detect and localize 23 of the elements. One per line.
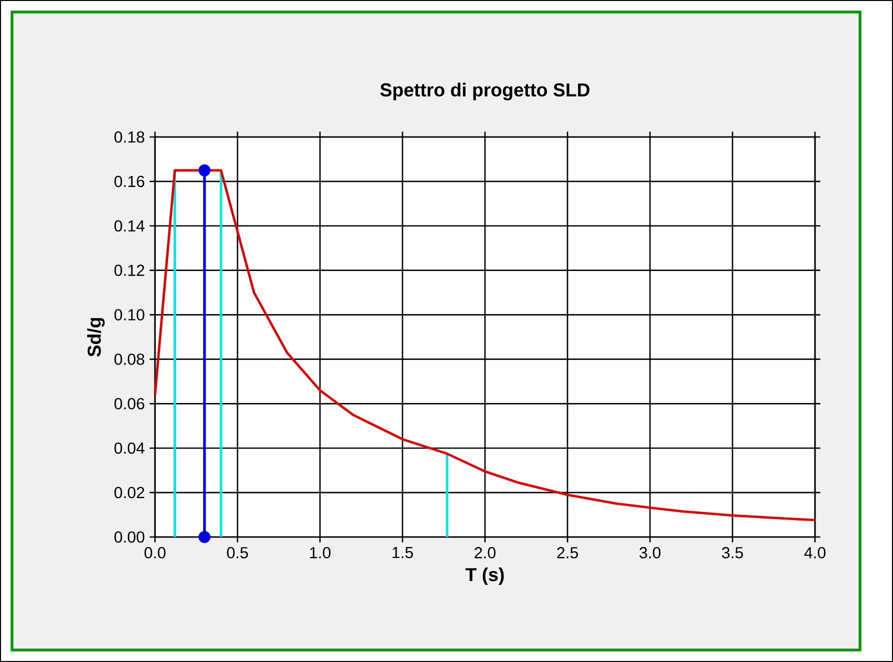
y-tick-label: 0.18 <box>114 131 144 143</box>
x-axis-title: T (s) <box>466 568 504 585</box>
x-tick-label: 0.0 <box>144 547 166 558</box>
y-tick-label: 0.00 <box>114 531 144 543</box>
y-tick-label: 0.10 <box>114 309 144 320</box>
x-tick-label: 2.0 <box>474 547 496 558</box>
chart-title: Spettro di progetto SLD <box>380 82 590 100</box>
x-tick-label: 1.0 <box>310 547 331 558</box>
x-tick-label: 0.5 <box>227 547 248 558</box>
x-tick-label: 3.5 <box>722 547 743 558</box>
y-tick-label: 0.02 <box>114 486 144 498</box>
y-tick-label: 0.14 <box>114 220 144 232</box>
y-tick-label: 0.06 <box>114 398 144 410</box>
x-tick-label: 4.0 <box>804 547 826 558</box>
x-tick-label: 3.0 <box>639 547 660 558</box>
x-tick-label: 1.5 <box>392 547 413 558</box>
y-tick-label: 0.12 <box>114 264 144 276</box>
x-tick-label: 2.5 <box>557 547 578 558</box>
y-axis-title: Sd/g <box>87 318 105 357</box>
line-series <box>154 169 816 522</box>
y-tick-label: 0.04 <box>114 442 144 454</box>
y-tick-label: 0.08 <box>114 354 144 365</box>
y-tick-label: 0.16 <box>114 176 144 188</box>
